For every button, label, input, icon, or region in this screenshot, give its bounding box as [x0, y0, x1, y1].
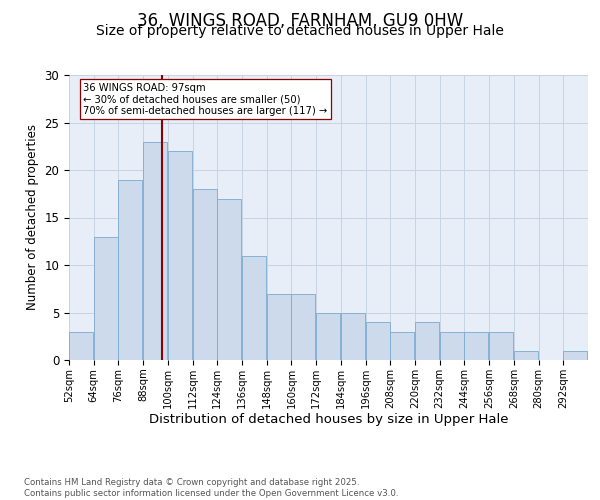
Bar [464, 332, 488, 360]
Bar [143, 142, 167, 360]
Text: 36 WINGS ROAD: 97sqm
← 30% of detached houses are smaller (50)
70% of semi-detac: 36 WINGS ROAD: 97sqm ← 30% of detached h… [83, 82, 328, 116]
Bar [341, 312, 365, 360]
Bar [514, 350, 538, 360]
Bar [489, 332, 513, 360]
Bar [193, 189, 217, 360]
Bar [440, 332, 464, 360]
Bar [415, 322, 439, 360]
Bar [242, 256, 266, 360]
Bar [118, 180, 142, 360]
Text: Distribution of detached houses by size in Upper Hale: Distribution of detached houses by size … [149, 412, 509, 426]
Bar [316, 312, 340, 360]
Text: Size of property relative to detached houses in Upper Hale: Size of property relative to detached ho… [96, 24, 504, 38]
Text: Contains HM Land Registry data © Crown copyright and database right 2025.
Contai: Contains HM Land Registry data © Crown c… [24, 478, 398, 498]
Bar [267, 294, 290, 360]
Bar [168, 151, 192, 360]
Bar [69, 332, 93, 360]
Y-axis label: Number of detached properties: Number of detached properties [26, 124, 39, 310]
Bar [563, 350, 587, 360]
Bar [217, 198, 241, 360]
Bar [94, 236, 118, 360]
Text: 36, WINGS ROAD, FARNHAM, GU9 0HW: 36, WINGS ROAD, FARNHAM, GU9 0HW [137, 12, 463, 30]
Bar [292, 294, 316, 360]
Bar [390, 332, 414, 360]
Bar [365, 322, 389, 360]
